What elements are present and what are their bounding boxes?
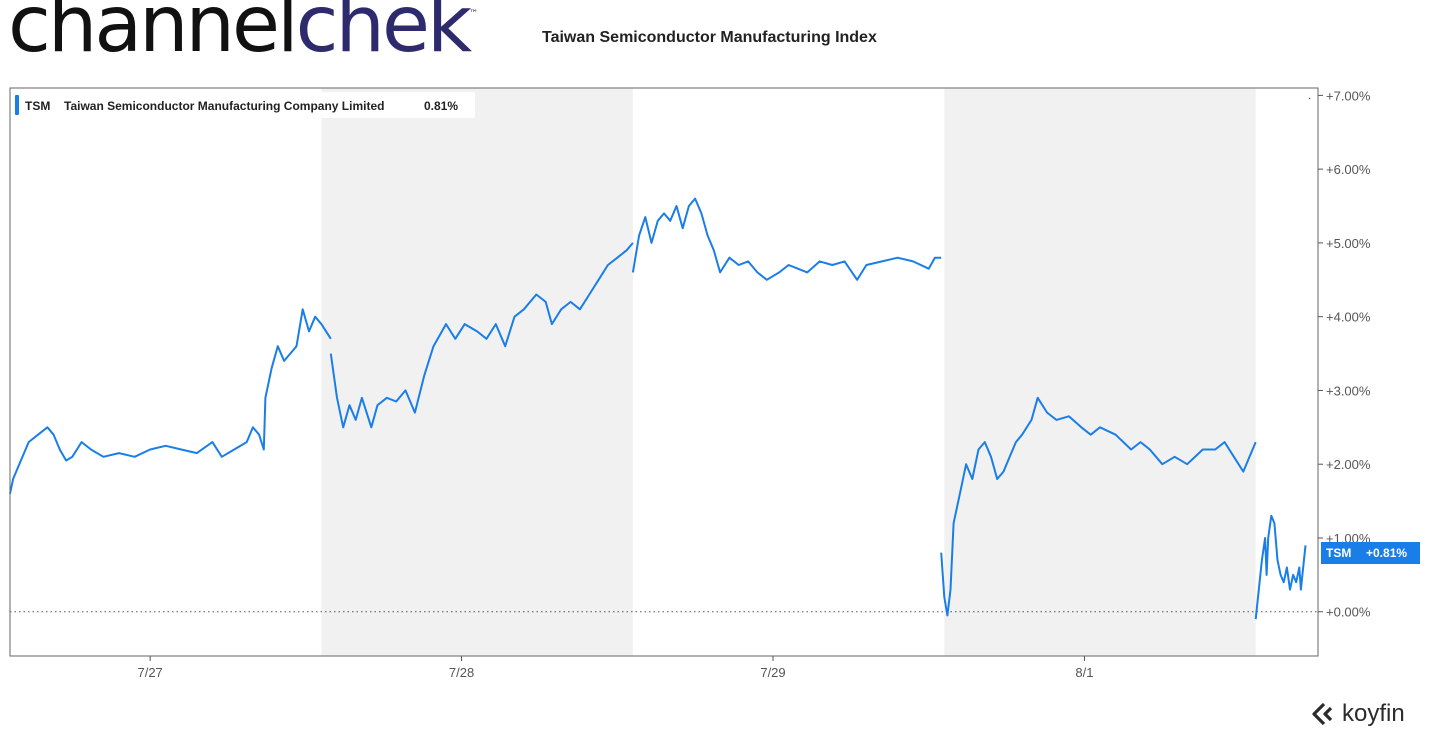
y-tick-label: +7.00%: [1326, 88, 1371, 103]
legend-background: [13, 92, 475, 118]
x-tick-label: 8/1: [1075, 665, 1093, 680]
x-axis: 7/27 7/28 7/29 8/1: [137, 656, 1093, 680]
y-tick-label: +4.00%: [1326, 310, 1371, 325]
series-line-segment-0: [9, 308, 332, 494]
y-tick-label: +6.00%: [1326, 162, 1371, 177]
legend-value: 0.81%: [424, 99, 458, 113]
logo-trademark: ™: [469, 9, 479, 19]
series-line-segment-1: [329, 242, 634, 429]
x-tick-label: 7/27: [137, 665, 162, 680]
y-tick-label: +0.00%: [1326, 605, 1371, 620]
koyfin-chevron-icon: [1312, 702, 1333, 726]
legend-box[interactable]: TSM Taiwan Semiconductor Manufacturing C…: [13, 92, 475, 118]
plot-frame: [9, 87, 1319, 657]
y-tick-label: +5.00%: [1326, 236, 1371, 251]
price-tag-ticker: TSM: [1326, 546, 1351, 560]
legend-company-name: Taiwan Semiconductor Manufacturing Compa…: [64, 99, 384, 113]
shaded-range-0: [321, 88, 633, 656]
shaded-ranges: [321, 88, 1256, 656]
x-tick-label: 7/28: [449, 665, 474, 680]
series-line-segment-4: [1254, 514, 1307, 620]
koyfin-logo-text: koyfin: [1342, 700, 1405, 727]
page-title: Taiwan Semiconductor Manufacturing Index: [542, 29, 877, 46]
series-lines: [9, 197, 1307, 620]
shaded-range-1: [944, 88, 1256, 656]
y-axis: +0.00%+1.00%+2.00%+3.00%+4.00%+5.00%+6.0…: [1318, 88, 1371, 620]
series-line-segment-2: [631, 197, 942, 281]
legend-ticker: TSM: [25, 99, 50, 113]
series-line-segment-3: [940, 396, 1257, 617]
legend-color-swatch: [15, 95, 19, 115]
koyfin-logo: koyfin: [1311, 700, 1405, 728]
settings-dot[interactable]: .: [1308, 88, 1311, 102]
price-tag-value: +0.81%: [1366, 546, 1407, 560]
logo-text-channel: channel: [8, 0, 299, 70]
y-tick-label: +2.00%: [1326, 457, 1371, 472]
channelchek-logo: channelchek™: [8, 0, 478, 64]
x-tick-label: 7/29: [760, 665, 785, 680]
y-tick-label: +3.00%: [1326, 383, 1371, 398]
price-tag-background: [1321, 542, 1420, 564]
logo-text-chek: chek: [295, 0, 472, 70]
last-price-tag: TSM +0.81%: [1321, 542, 1420, 564]
